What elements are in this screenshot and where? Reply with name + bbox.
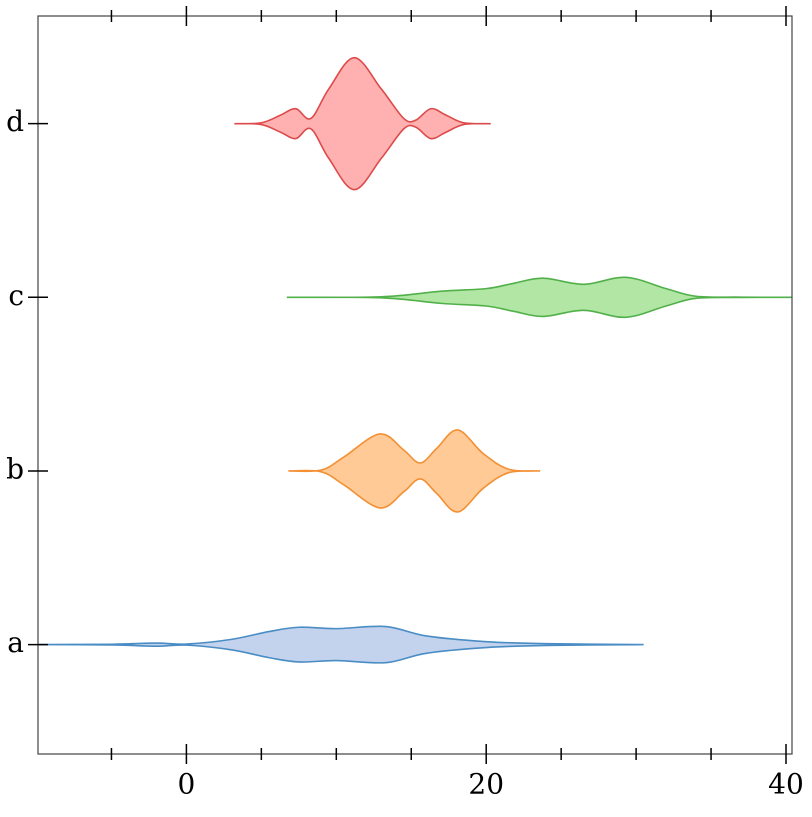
violin [288, 429, 541, 513]
violin [286, 276, 792, 319]
violin [38, 625, 644, 664]
x-tick-label: 0 [177, 768, 195, 801]
y-tick-label: c [8, 279, 24, 312]
y-tick-label: b [6, 452, 24, 485]
x-tick-label: 40 [768, 768, 804, 801]
x-tick-label: 20 [468, 768, 504, 801]
plot-area [38, 56, 792, 664]
plot-frame [37, 15, 793, 755]
y-tick-label: a [7, 626, 24, 659]
y-tick-label: d [6, 105, 24, 138]
violin [234, 56, 491, 191]
